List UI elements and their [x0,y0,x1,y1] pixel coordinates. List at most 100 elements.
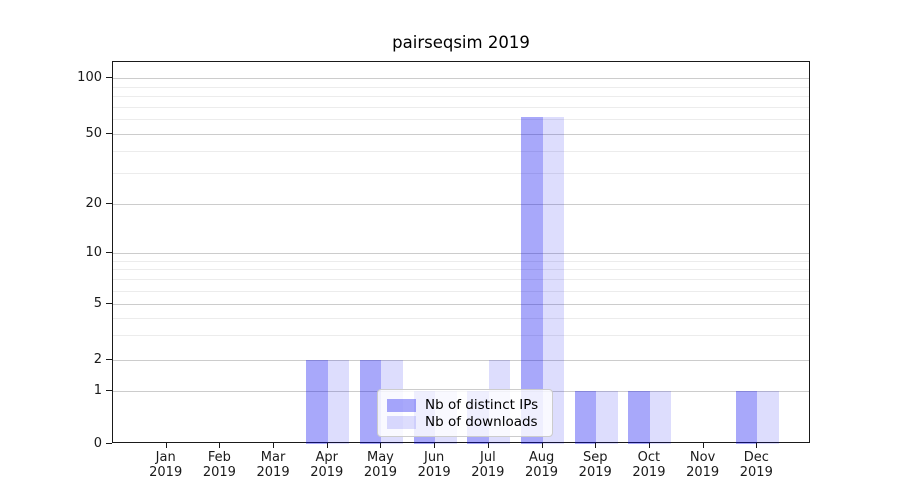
x-tick-mark-dec [756,443,758,448]
chart-title: pairseqsim 2019 [392,33,530,52]
legend-swatch-nb-of-distinct-ips [387,398,416,412]
y-tick-mark-20 [106,203,112,204]
bar-nb-of-downloads-oct [649,391,672,444]
x-tick-year-apr: 2019 [310,464,344,480]
x-tick-year-jun: 2019 [417,464,451,480]
gridline-minor-80 [113,96,809,98]
x-tick-mark-jul [487,443,489,448]
gridline-major-50 [113,134,809,135]
bar-nb-of-distinct-ips-dec [735,391,758,444]
x-tick-label-apr: Apr 2019 [295,450,359,480]
gridline-minor-4 [113,317,809,319]
x-tick-month-mar: Mar [260,450,286,465]
x-tick-year-feb: 2019 [202,464,236,480]
gridline-major-20 [113,204,809,205]
plot-area [112,61,810,444]
x-tick-year-jan: 2019 [149,464,183,480]
x-tick-label-mar: Mar 2019 [241,450,305,480]
x-tick-mark-apr [326,443,328,448]
x-tick-month-jan: Jan [155,450,176,465]
y-tick-label-0: 0 [93,435,102,451]
gridline-minor-9 [113,260,809,262]
x-tick-mark-feb [219,443,221,448]
x-tick-year-aug: 2019 [524,464,559,480]
x-tick-year-jul: 2019 [471,464,505,480]
x-tick-label-dec: Dec 2019 [724,450,788,480]
y-tick-label-5: 5 [93,295,102,311]
x-tick-label-oct: Oct 2019 [617,450,681,480]
y-tick-label-50: 50 [85,125,102,141]
gridline-minor-90 [113,86,809,88]
x-tick-year-mar: 2019 [256,464,290,480]
y-tick-mark-2 [106,359,112,360]
bar-nb-of-downloads-sep [596,391,618,444]
gridline-major-100 [113,78,809,79]
y-tick-label-20: 20 [85,195,102,211]
x-tick-month-jul: Jul [480,450,496,465]
x-tick-label-feb: Feb 2019 [187,450,251,480]
x-tick-label-sep: Sep 2019 [563,450,627,480]
x-tick-year-may: 2019 [363,464,397,480]
y-tick-label-1: 1 [93,382,102,398]
legend-item-nb-of-downloads: Nb of downloads [387,414,544,430]
x-tick-year-oct: 2019 [632,464,666,480]
gridline-major-2 [113,360,809,361]
legend-label-nb-of-distinct-ips: Nb of distinct IPs [425,397,539,413]
x-tick-label-nov: Nov 2019 [671,450,735,480]
gridline-minor-7 [113,279,809,281]
x-tick-month-apr: Apr [315,450,339,465]
gridline-major-5 [113,304,809,305]
x-tick-month-aug: Aug [528,450,555,465]
x-tick-mark-nov [702,443,704,448]
gridline-minor-40 [113,151,809,153]
x-tick-month-feb: Feb [207,450,231,465]
gridline-minor-30 [113,173,809,175]
x-tick-month-sep: Sep [582,450,608,465]
x-tick-label-jan: Jan 2019 [134,450,198,480]
x-tick-mark-mar [273,443,275,448]
x-tick-label-aug: Aug 2019 [510,450,574,480]
y-tick-mark-100 [106,77,112,78]
bar-nb-of-distinct-ips-aug [521,116,543,444]
x-tick-month-may: May [367,450,394,465]
y-tick-mark-10 [106,252,112,253]
x-tick-month-dec: Dec [743,450,769,465]
y-tick-label-10: 10 [85,244,102,260]
x-tick-mark-may [380,443,382,448]
x-tick-mark-aug [541,443,543,448]
legend-label-nb-of-downloads: Nb of downloads [425,414,538,430]
legend-item-nb-of-distinct-ips: Nb of distinct IPs [387,397,544,413]
gridline-minor-60 [113,119,809,121]
bar-nb-of-downloads-aug [542,116,565,444]
bar-nb-of-distinct-ips-oct [628,391,650,444]
x-tick-year-sep: 2019 [578,464,612,480]
x-tick-mark-jan [165,443,167,448]
y-tick-mark-5 [106,303,112,304]
x-tick-label-may: May 2019 [348,450,412,480]
x-tick-month-oct: Oct [637,450,661,465]
x-tick-month-nov: Nov [689,450,716,465]
legend: Nb of distinct IPs Nb of downloads [377,389,553,437]
gridline-minor-8 [113,269,809,271]
x-tick-mark-jun [434,443,436,448]
x-tick-year-nov: 2019 [686,464,720,480]
y-tick-label-2: 2 [93,351,102,367]
gridline-minor-3 [113,335,809,337]
x-tick-month-jun: Jun [423,450,445,465]
bar-nb-of-downloads-dec [757,391,779,444]
x-tick-mark-sep [595,443,597,448]
bar-nb-of-distinct-ips-apr [306,360,328,444]
x-tick-year-dec: 2019 [739,464,773,480]
bar-nb-of-downloads-apr [327,360,350,444]
gridline-minor-6 [113,290,809,292]
x-tick-label-jun: Jun 2019 [402,450,466,480]
y-tick-mark-1 [106,390,112,391]
bar-nb-of-distinct-ips-may [359,360,382,444]
bar-nb-of-distinct-ips-sep [574,391,597,444]
gridline-major-10 [113,253,809,254]
y-tick-mark-0 [106,443,112,444]
x-tick-label-jul: Jul 2019 [456,450,520,480]
x-tick-mark-oct [648,443,650,448]
legend-swatch-nb-of-downloads [387,415,416,429]
